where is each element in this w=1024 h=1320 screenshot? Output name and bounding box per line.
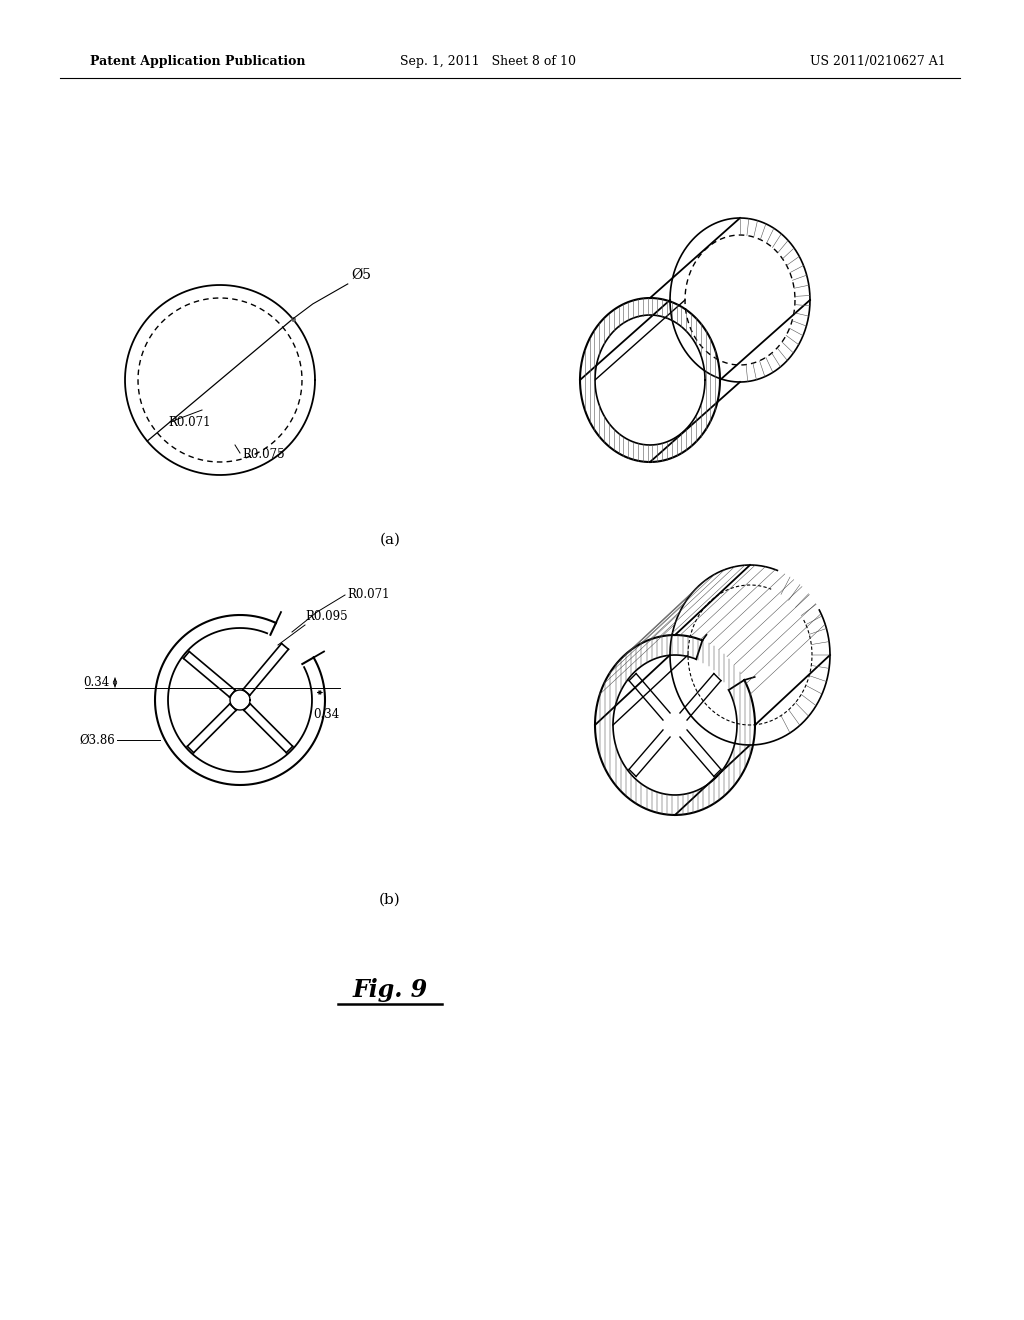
- Text: (b): (b): [379, 894, 400, 907]
- Text: 0.34: 0.34: [84, 676, 110, 689]
- Text: Fig. 9: Fig. 9: [352, 978, 428, 1002]
- Text: Patent Application Publication: Patent Application Publication: [90, 55, 305, 69]
- Text: Sep. 1, 2011   Sheet 8 of 10: Sep. 1, 2011 Sheet 8 of 10: [400, 55, 575, 69]
- Text: Ø3.86: Ø3.86: [79, 734, 115, 747]
- Text: Ø5: Ø5: [352, 268, 372, 282]
- Text: 0.34: 0.34: [313, 708, 340, 721]
- Text: R0.095: R0.095: [305, 610, 347, 623]
- Text: (a): (a): [380, 533, 400, 546]
- Text: R0.071: R0.071: [168, 416, 211, 429]
- Text: R0.075: R0.075: [242, 449, 285, 462]
- Text: R0.071: R0.071: [347, 589, 389, 602]
- Text: US 2011/0210627 A1: US 2011/0210627 A1: [810, 55, 946, 69]
